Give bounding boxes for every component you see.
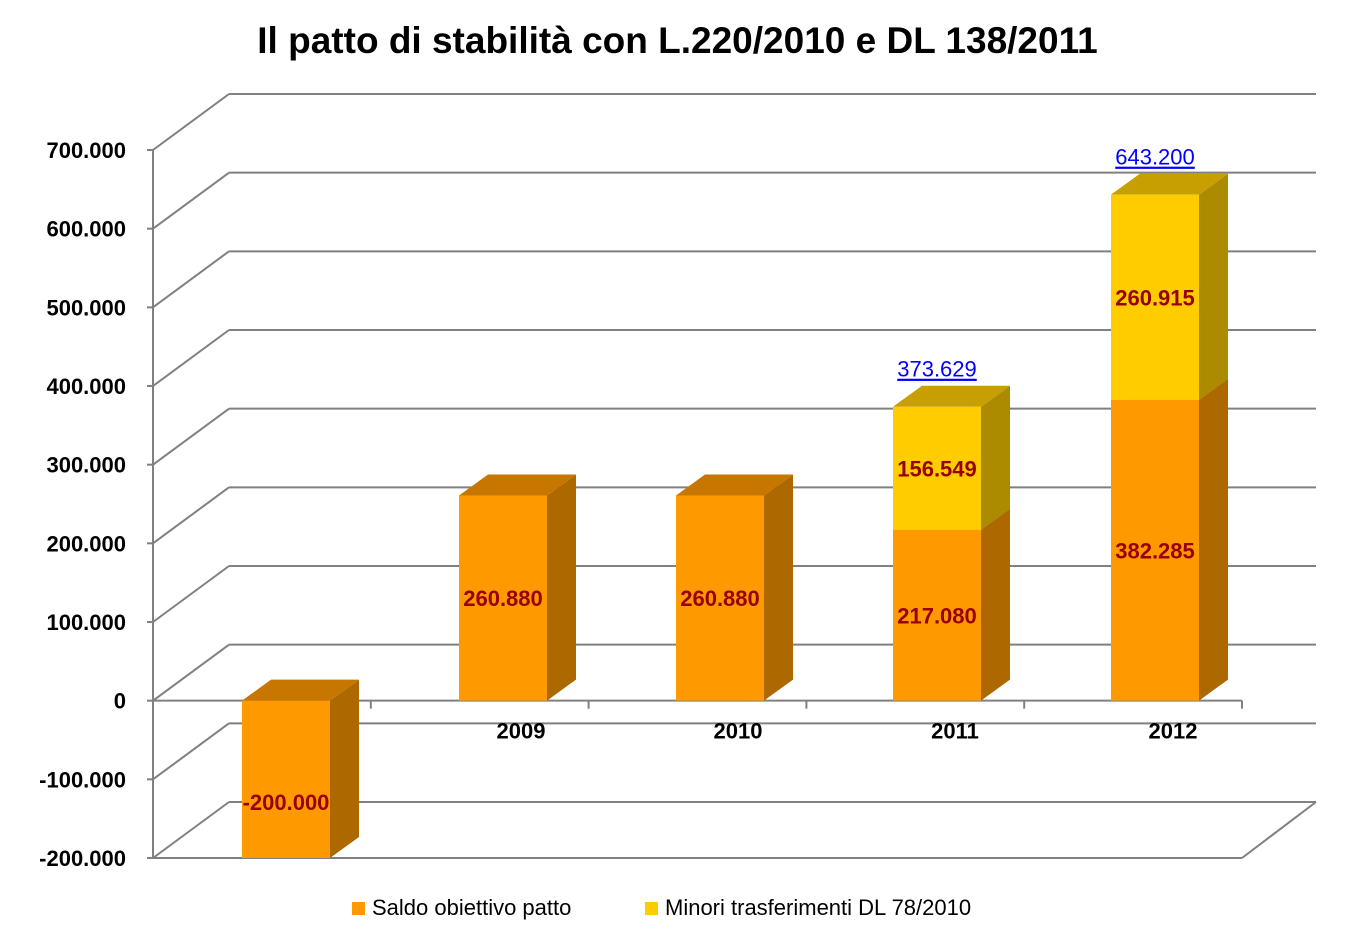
gridline-diagonal: [152, 329, 230, 387]
y-tick-label: -200.000: [39, 846, 126, 871]
y-tick-label: 500.000: [46, 295, 126, 320]
bar-saldo-obiettivo-patto-2010: [676, 474, 793, 701]
bar-front: [1111, 399, 1199, 701]
y-tick-label: 200.000: [46, 531, 126, 556]
bar-top: [893, 385, 1010, 407]
bar-top: [676, 474, 793, 496]
gridline-diagonal: [152, 801, 230, 859]
data-label-minori-trasferimenti-dl-78-2010-2012: 260.915: [1115, 285, 1195, 310]
data-label-saldo-obiettivo-patto-2009: 260.880: [463, 586, 543, 611]
x-tick-label-2011: 2011: [931, 719, 979, 744]
x-tick-label-2009: 2009: [497, 719, 546, 744]
data-label-saldo-obiettivo-patto-2008: -200.000: [243, 790, 330, 815]
chart-title: Il patto di stabilità con L.220/2010 e D…: [257, 20, 1098, 61]
y-tick-label: 300.000: [46, 453, 126, 478]
bar-minori-trasferimenti-dl-78-2010-2012: [1111, 173, 1228, 400]
bar-front: [893, 529, 981, 701]
total-label-2012: 643.200: [1115, 145, 1195, 170]
x-tick-label-2012: 2012: [1149, 719, 1198, 744]
bar-saldo-obiettivo-patto-2008: [242, 679, 359, 858]
gridline-diagonal: [152, 643, 230, 702]
legend-swatch-saldo: [352, 901, 365, 915]
bar-side: [981, 508, 1010, 701]
gridline-diagonal: [152, 407, 230, 466]
bars: [242, 173, 1228, 858]
y-tick-label: 600.000: [46, 217, 126, 242]
y-tick-label: 700.000: [46, 138, 126, 163]
gridline-diagonal: [152, 486, 230, 545]
legend-swatch-minori: [645, 901, 658, 915]
y-axis: 700.000 600.000 500.000 400.000 300.000 200.0…: [39, 138, 154, 871]
bar-front: [893, 406, 981, 530]
bar-top: [242, 679, 359, 701]
data-label-saldo-obiettivo-patto-2011: 217.080: [897, 603, 977, 628]
bar-side: [547, 474, 576, 701]
floor-right-edge: [1241, 801, 1317, 859]
gridline-diagonal: [152, 250, 230, 309]
y-tick-label: -100.000: [39, 767, 126, 792]
gridline-diagonal: [152, 722, 230, 781]
bar-front: [1111, 194, 1199, 400]
bar-top: [459, 474, 576, 496]
bar-front: [242, 700, 330, 858]
data-label-saldo-obiettivo-patto-2010: 260.880: [680, 586, 760, 611]
x-tick-label-2010: 2010: [714, 719, 763, 744]
data-labels: -200.000 260.880 260.880 217.080 156.549 382.…: [243, 145, 1195, 815]
bar-side: [1199, 173, 1228, 400]
y-tick-label: 0: [114, 689, 126, 714]
bar-side: [330, 679, 359, 858]
gridline-diagonal: [152, 565, 230, 623]
gridline-diagonal: [152, 171, 230, 230]
gridline-diagonal: [152, 93, 230, 151]
bar-front: [676, 495, 764, 701]
bar-side: [764, 474, 793, 701]
legend-label-saldo: Saldo obiettivo patto: [372, 895, 572, 920]
data-label-minori-trasferimenti-dl-78-2010-2011: 156.549: [897, 456, 977, 481]
bar-side: [981, 385, 1010, 530]
legend-item-minori: Minori trasferimenti DL 78/2010: [645, 895, 971, 921]
bar-saldo-obiettivo-patto-2009: [459, 474, 576, 701]
y-tick-label: 100.000: [46, 610, 126, 635]
bar-minori-trasferimenti-dl-78-2010-2011: [893, 385, 1010, 530]
legend-item-saldo: Saldo obiettivo patto: [352, 895, 571, 921]
bar-side: [1199, 378, 1228, 701]
total-label-2011: 373.629: [897, 357, 977, 382]
legend-label-minori: Minori trasferimenti DL 78/2010: [665, 895, 972, 920]
bar-front: [459, 495, 547, 701]
data-label-saldo-obiettivo-patto-2012: 382.285: [1115, 538, 1195, 563]
bar-top: [1111, 173, 1228, 195]
y-tick-label: 400.000: [46, 374, 126, 399]
